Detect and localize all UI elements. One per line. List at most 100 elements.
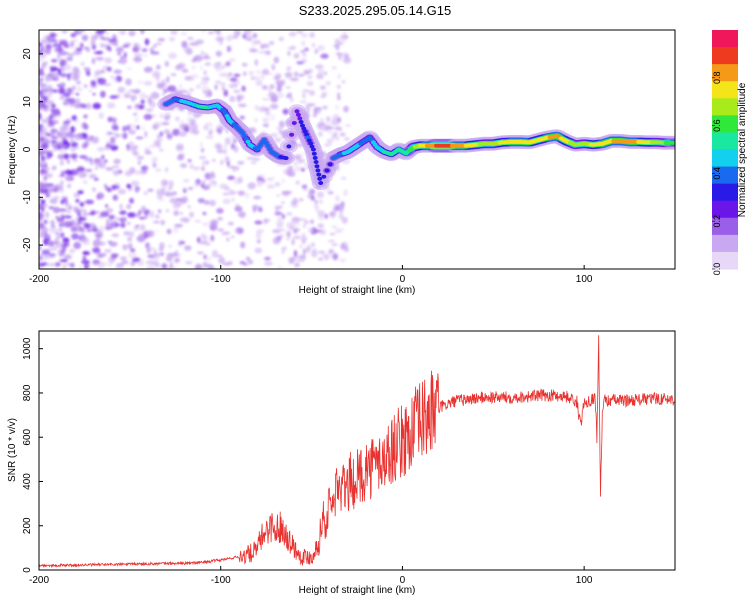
snr-x-ticks: -200 -100 0 100: [29, 566, 593, 586]
noise-speck: [199, 141, 203, 148]
noise-speck: [209, 199, 216, 207]
noise-speck: [78, 265, 83, 269]
noise-speck: [129, 197, 134, 204]
noise-speck: [100, 69, 106, 74]
track-blob: [265, 143, 271, 148]
colorbar-tick-label: 0.4: [712, 167, 722, 180]
noise-speck: [47, 238, 51, 241]
noise-speck: [164, 191, 171, 196]
colorbar-segment: [712, 217, 738, 236]
noise-speck: [192, 166, 201, 170]
noise-speck: [80, 42, 84, 49]
noise-speck: [115, 126, 119, 131]
noise-speck: [131, 125, 136, 132]
noise-speck: [343, 105, 349, 113]
noise-speck: [106, 220, 110, 228]
track-blob: [240, 130, 245, 135]
noise-speck: [74, 217, 79, 221]
noise-speck: [159, 131, 164, 137]
noise-speck: [223, 143, 228, 151]
noise-speck: [339, 210, 344, 213]
noise-speck: [72, 159, 78, 162]
y-tick-label: 200: [22, 517, 33, 534]
noise-speck: [202, 180, 206, 185]
noise-speck: [140, 98, 145, 105]
noise-speck: [145, 108, 154, 112]
noise-speck: [308, 90, 316, 96]
noise-speck: [183, 126, 190, 133]
noise-speck: [244, 191, 250, 200]
noise-speck: [291, 216, 301, 223]
noise-speck: [293, 53, 300, 59]
noise-speck: [42, 92, 46, 97]
noise-speck: [228, 189, 236, 196]
noise-speck: [335, 195, 340, 202]
noise-speck: [224, 186, 231, 191]
noise-speck: [253, 195, 262, 200]
noise-speck: [295, 222, 301, 227]
noise-speck: [111, 184, 115, 191]
colorbar-segment: [712, 200, 738, 219]
noise-speck: [202, 211, 207, 216]
noise-speck: [149, 144, 155, 148]
y-tick-label: 1000: [22, 337, 33, 360]
noise-speck: [73, 192, 79, 198]
noise-speck: [269, 84, 275, 90]
noise-speck: [201, 85, 210, 91]
noise-speck: [258, 50, 267, 54]
noise-speck: [110, 41, 117, 45]
noise-speck: [245, 256, 251, 261]
noise-speck: [86, 229, 92, 232]
noise-speck: [58, 149, 67, 153]
noise-speck: [48, 228, 55, 235]
noise-speck: [202, 222, 210, 227]
noise-speck: [114, 223, 121, 227]
noise-speck: [51, 242, 58, 249]
noise-speck: [48, 206, 54, 210]
noise-speck: [174, 249, 179, 257]
track-blob: [243, 136, 249, 141]
track-blob: [302, 129, 308, 134]
noise-speck: [39, 183, 45, 189]
noise-speck: [242, 71, 247, 76]
noise-speck: [216, 124, 224, 131]
noise-speck: [237, 103, 247, 108]
noise-speck: [105, 218, 113, 223]
noise-speck: [93, 177, 99, 181]
noise-speck: [303, 69, 311, 75]
noise-speck: [320, 229, 326, 235]
noise-speck: [276, 92, 284, 99]
noise-speck: [155, 230, 159, 233]
noise-speck: [50, 167, 57, 171]
noise-speck: [201, 77, 211, 81]
noise-speck: [91, 57, 96, 65]
noise-speck: [256, 229, 265, 233]
noise-speck: [200, 147, 205, 153]
noise-speck: [78, 171, 87, 178]
noise-speck: [205, 135, 214, 140]
noise-speck: [227, 221, 234, 226]
noise-speck: [54, 47, 64, 53]
noise-speck: [268, 88, 272, 93]
x-tick-label: 100: [576, 575, 593, 586]
noise-speck: [81, 34, 89, 42]
noise-speck: [79, 201, 85, 207]
track-blob: [267, 146, 273, 151]
noise-speck: [210, 234, 215, 242]
noise-speck: [138, 233, 145, 239]
noise-speck: [217, 228, 225, 232]
noise-speck: [106, 188, 112, 193]
noise-speck: [302, 92, 306, 99]
noise-speck: [50, 131, 56, 137]
noise-speck: [287, 50, 291, 56]
noise-speck: [152, 156, 159, 163]
noise-speck: [143, 113, 153, 121]
noise-speck: [49, 222, 53, 226]
noise-speck: [102, 253, 107, 257]
noise-speck: [57, 228, 63, 232]
noise-speck: [236, 95, 242, 103]
noise-speck: [179, 212, 184, 215]
noise-speck: [274, 137, 282, 143]
noise-speck: [304, 47, 309, 52]
noise-speck: [43, 175, 48, 181]
